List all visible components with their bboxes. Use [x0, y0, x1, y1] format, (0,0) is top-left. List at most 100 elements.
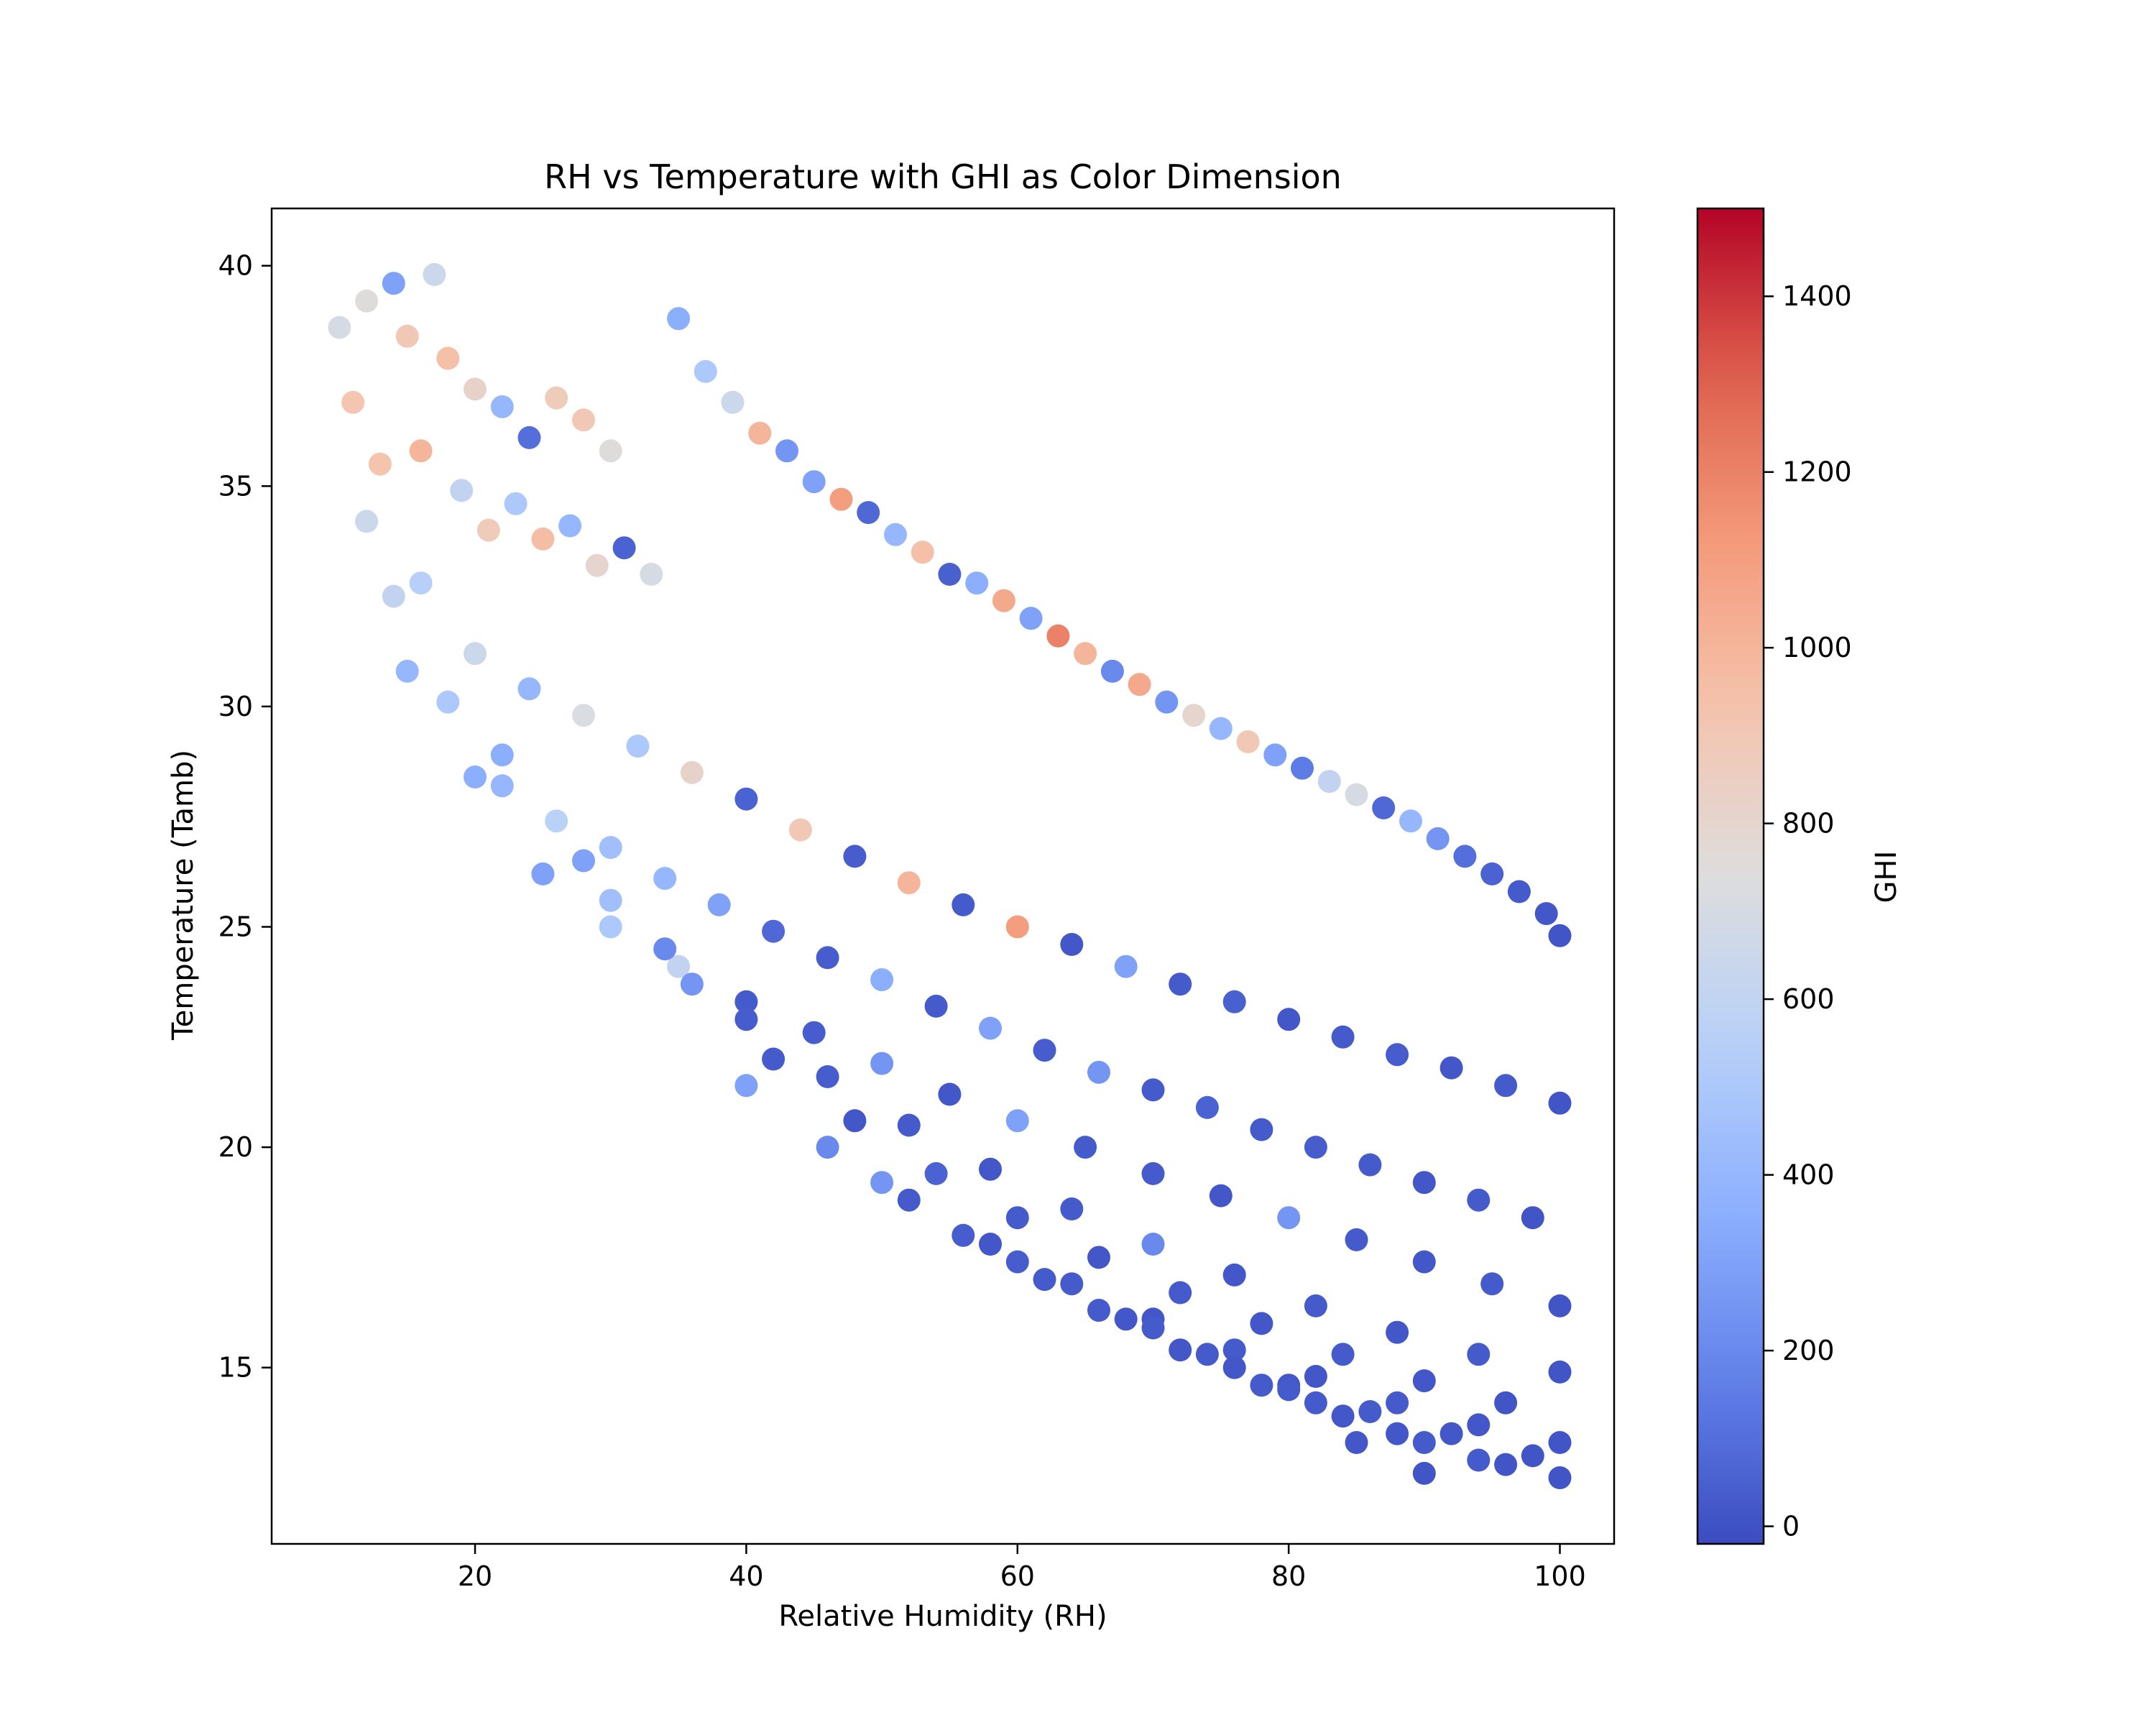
data-point	[1358, 1400, 1382, 1423]
data-point	[355, 510, 379, 533]
data-point	[734, 990, 758, 1013]
points-layer	[328, 263, 1572, 1489]
data-point	[1005, 1206, 1029, 1230]
x-tick-label: 40	[729, 1560, 763, 1592]
data-point	[1386, 1391, 1409, 1414]
data-point	[680, 972, 704, 996]
data-point	[802, 470, 826, 494]
x-tick-label: 80	[1271, 1560, 1306, 1592]
data-point	[1087, 1246, 1110, 1269]
data-point	[464, 642, 487, 666]
data-point	[572, 408, 595, 432]
data-point	[1195, 1343, 1219, 1366]
data-point	[734, 1074, 758, 1098]
data-point	[1386, 1320, 1409, 1344]
data-point	[1467, 1188, 1491, 1212]
data-point	[423, 263, 446, 286]
data-point	[1358, 1153, 1382, 1177]
data-point	[1331, 1404, 1355, 1428]
data-point	[816, 946, 839, 970]
colorbar-label: GHI	[1870, 851, 1903, 903]
colorbar-tick-label: 0	[1782, 1511, 1800, 1542]
data-point	[1345, 1431, 1368, 1454]
data-point	[504, 492, 528, 515]
data-point	[788, 818, 812, 842]
data-point	[409, 439, 433, 463]
data-point	[1480, 1272, 1504, 1296]
data-point	[1386, 1043, 1409, 1067]
data-point	[1331, 1025, 1355, 1049]
data-point	[436, 690, 460, 714]
plot-frame	[270, 207, 1616, 1545]
data-point	[1060, 1272, 1084, 1296]
data-point	[464, 377, 487, 401]
data-point	[368, 452, 392, 476]
data-point	[762, 919, 786, 943]
data-point	[680, 760, 704, 784]
data-point	[1291, 756, 1314, 780]
data-point	[965, 571, 989, 595]
data-point	[1033, 1268, 1056, 1292]
data-point	[640, 563, 663, 586]
data-point	[531, 527, 555, 551]
data-point	[1222, 1263, 1246, 1287]
data-point	[1005, 915, 1029, 939]
y-axis-ticks: 15 20 25 30 35 40	[218, 250, 272, 1384]
data-point	[1494, 1074, 1518, 1098]
data-point	[395, 324, 419, 348]
data-point	[1467, 1343, 1491, 1366]
data-point	[599, 888, 622, 912]
data-point	[1426, 827, 1450, 850]
data-point	[829, 487, 853, 511]
data-point	[1169, 1338, 1192, 1362]
y-tick-label: 25	[218, 911, 253, 943]
data-point	[843, 845, 867, 868]
data-point	[721, 390, 745, 414]
data-point	[1141, 1316, 1165, 1340]
data-point	[476, 518, 500, 542]
data-point	[870, 968, 894, 992]
data-point	[1060, 1197, 1084, 1220]
data-point	[1467, 1413, 1491, 1437]
data-point	[1317, 770, 1341, 794]
data-point	[1331, 1343, 1355, 1366]
data-point	[1141, 1078, 1165, 1102]
data-point	[626, 735, 650, 758]
data-point	[1250, 1118, 1273, 1141]
data-point	[1060, 933, 1084, 956]
data-point	[599, 915, 622, 939]
data-point	[517, 426, 541, 449]
data-point	[924, 994, 948, 1018]
data-point	[1345, 1228, 1368, 1251]
data-point	[952, 1223, 975, 1247]
data-point	[1467, 1448, 1491, 1472]
colorbar-tick-label: 400	[1782, 1159, 1835, 1191]
data-point	[924, 1162, 948, 1185]
data-point	[734, 787, 758, 811]
data-point	[1534, 902, 1558, 926]
data-point	[911, 540, 934, 564]
data-point	[667, 307, 691, 331]
data-point	[1169, 972, 1192, 996]
data-point	[558, 514, 582, 538]
data-point	[382, 584, 405, 608]
data-point	[1507, 880, 1531, 903]
data-point	[1548, 1360, 1572, 1384]
data-point	[1222, 1338, 1246, 1362]
data-point	[979, 1157, 1002, 1181]
data-point	[1141, 1162, 1165, 1185]
data-point	[870, 1052, 894, 1075]
data-point	[802, 1021, 826, 1044]
data-point	[1277, 1008, 1301, 1031]
data-point	[1114, 1307, 1138, 1331]
data-point	[436, 346, 460, 370]
data-point	[816, 1136, 839, 1159]
data-point	[531, 862, 555, 886]
data-point	[1182, 704, 1206, 727]
data-point	[572, 849, 595, 873]
y-tick-label: 40	[218, 250, 253, 282]
data-point	[599, 439, 622, 463]
data-point	[734, 1008, 758, 1031]
data-point	[490, 774, 514, 798]
